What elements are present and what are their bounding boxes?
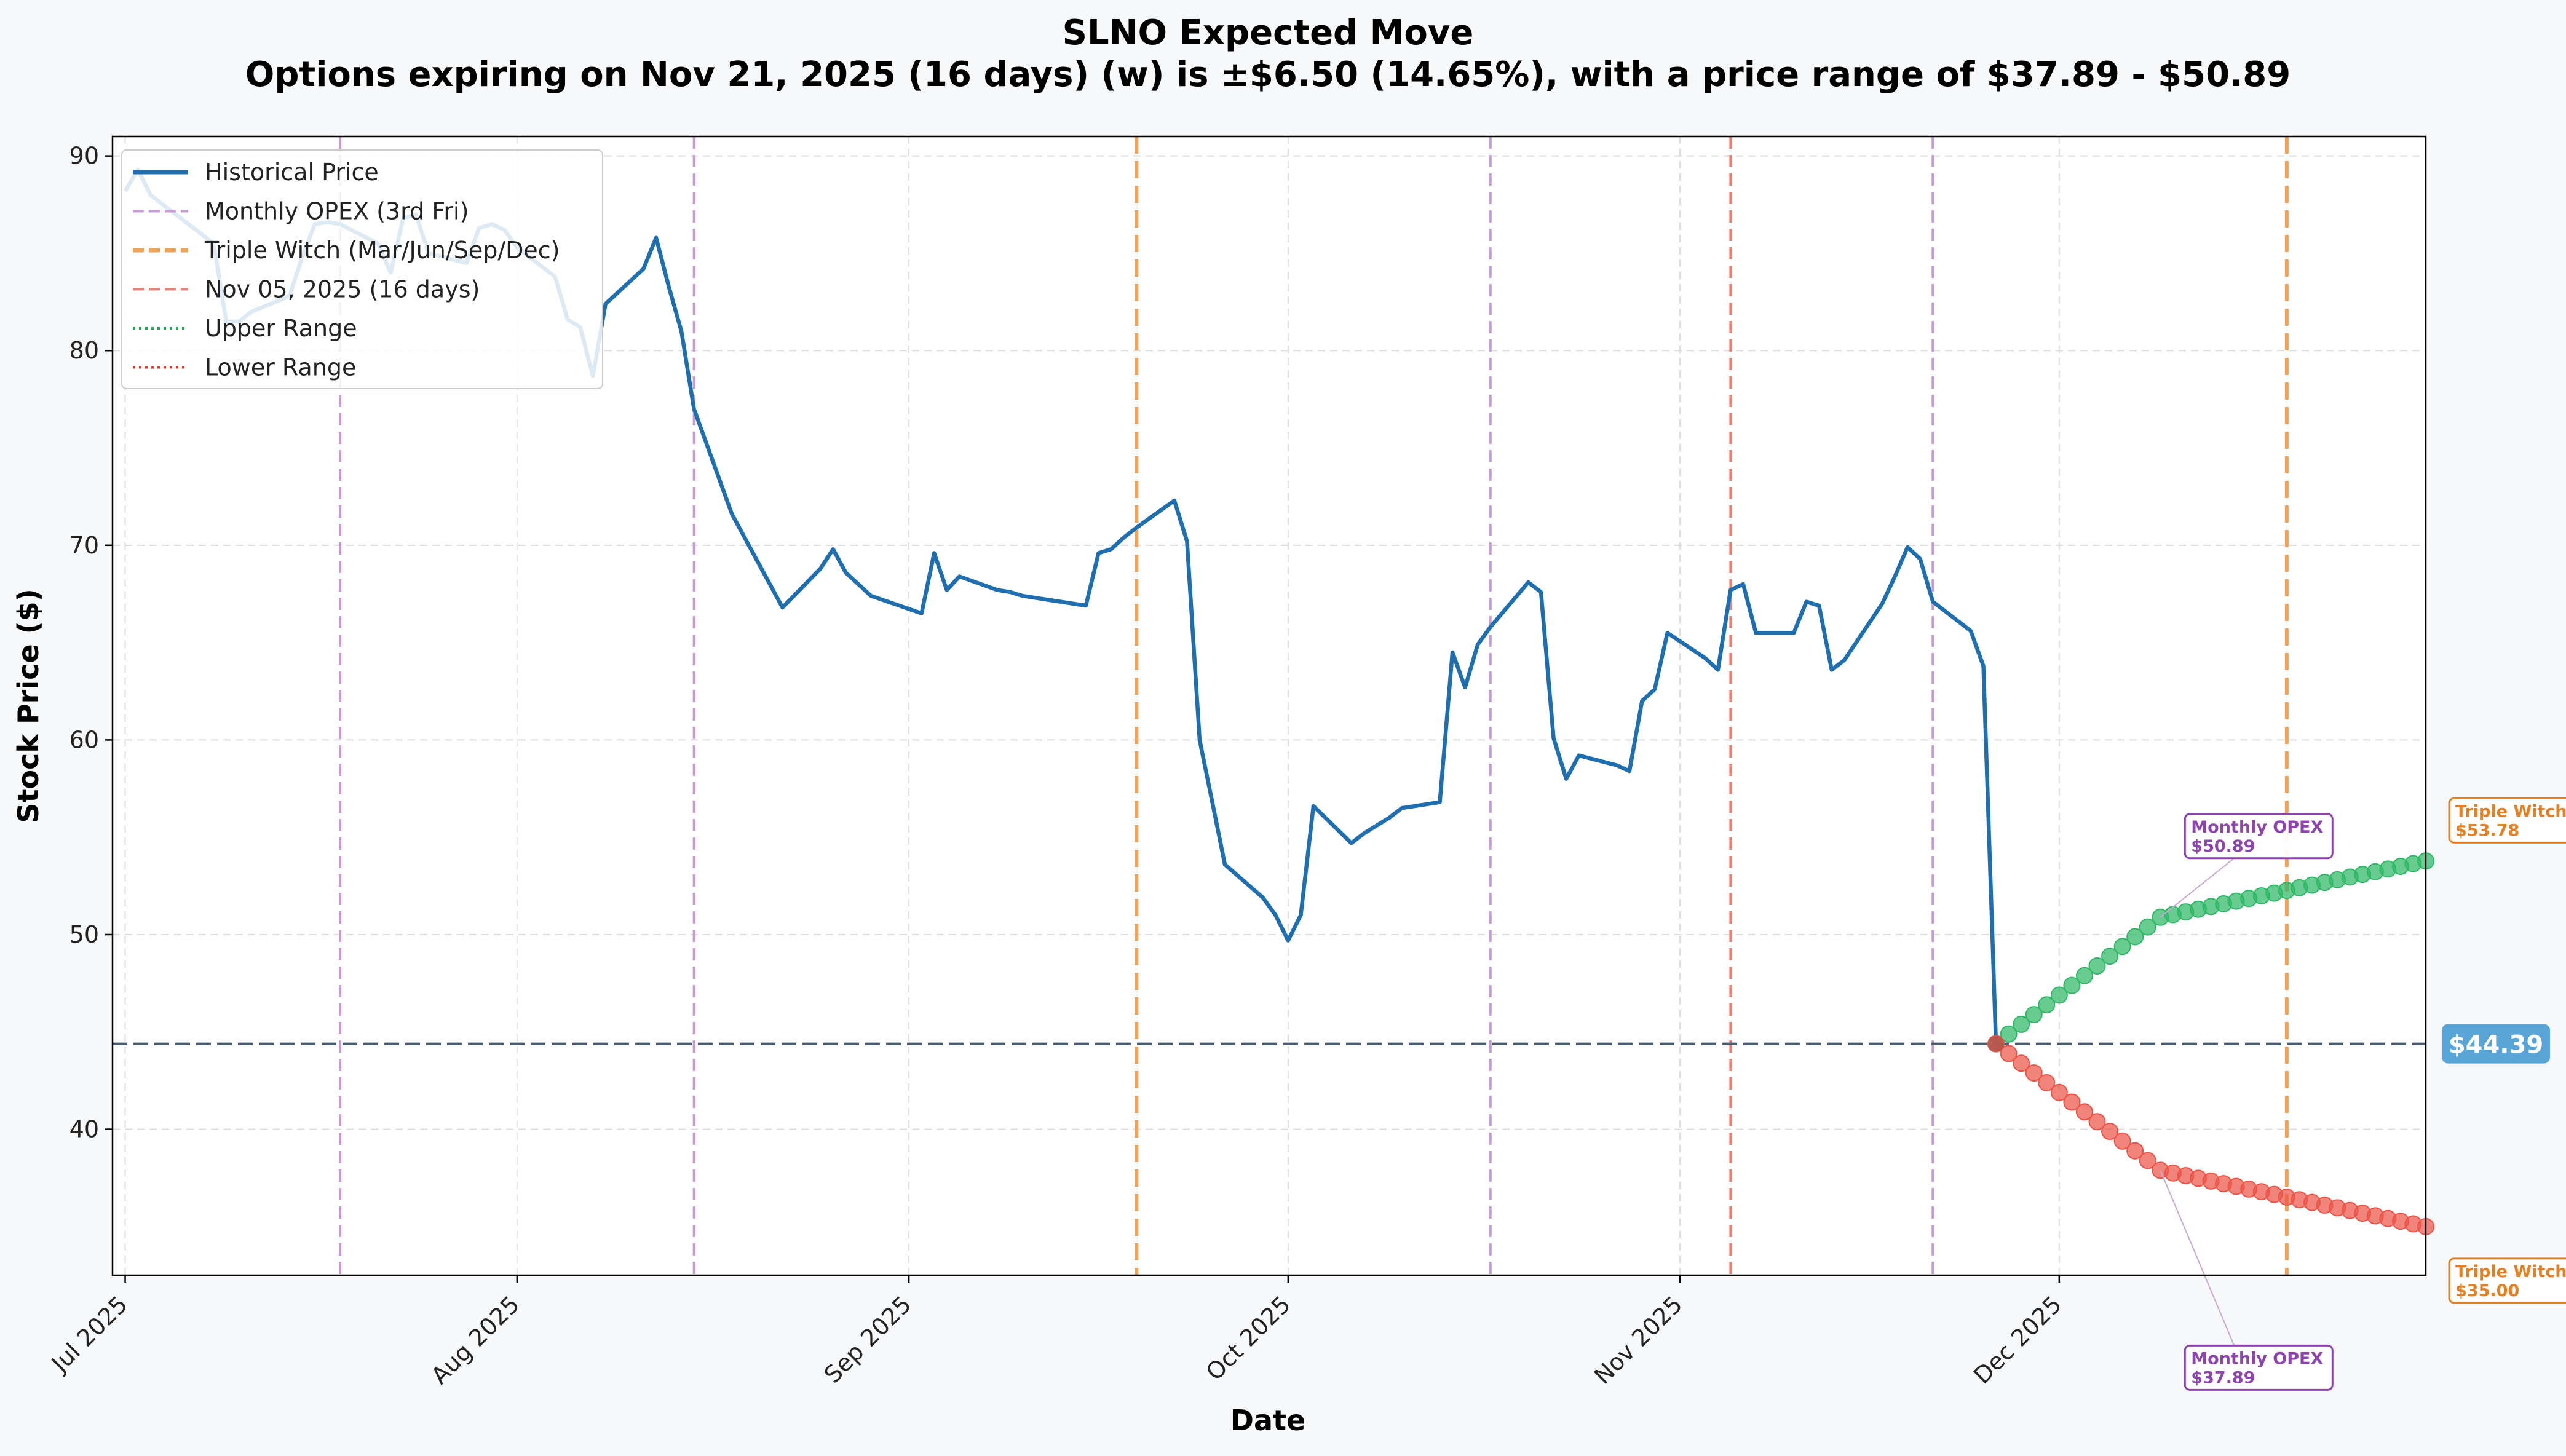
upper-range-dot [2063,976,2081,994]
annotation-leader [2160,858,2235,918]
annotation-box [2448,797,2566,844]
annotation-label: Triple Witch [2455,1262,2566,1281]
upper-range-dot [2101,948,2119,965]
lower-range-dot [2139,1152,2156,1169]
legend-entry: Triple Witch (Mar/Jun/Sep/Dec) [204,237,560,264]
x-tick-label: Aug 2025 [426,1291,525,1390]
lower-range-dot [2113,1132,2131,1150]
x-axis-title: Date [1230,1404,1305,1437]
y-axis-title: Stock Price ($) [12,588,45,823]
annotation-value: $50.89 [2191,837,2255,856]
lower-range-dot [2050,1083,2068,1101]
annotation-box [2448,1257,2566,1304]
upper-range-dot [2013,1015,2030,1033]
chart-title: SLNO Expected Move [1063,13,1474,53]
lower-range-dot [2101,1123,2119,1141]
upper-range-dot [2126,928,2144,946]
upper-range-dot [2025,1006,2043,1024]
legend-entry: Upper Range [205,315,357,342]
current-price-text: $44.39 [2449,1031,2543,1059]
legend-frame [121,149,603,389]
lower-range-dot [2063,1093,2081,1111]
legend: Historical Price Monthly OPEX (3rd Fri) Tr… [121,149,603,389]
plot-frame [111,135,2427,1276]
lower-range-dot [2038,1074,2056,1091]
y-axis-ticks: 40 50 60 70 80 90 [69,143,113,1143]
legend-entry: Historical Price [205,159,379,186]
y-tick-label: 70 [69,532,99,559]
x-tick-label: Dec 2025 [1968,1291,2067,1389]
x-tick-label: Sep 2025 [819,1291,917,1388]
annotation-label: Monthly OPEX [2191,1349,2323,1368]
chart-subtitle: Options expiring on Nov 21, 2025 (16 day… [245,55,2291,95]
x-tick-label: Nov 2025 [1589,1291,1687,1389]
y-tick-label: 40 [69,1116,99,1143]
upper-range-dot [2075,967,2093,984]
forecast-range [1987,852,2434,1235]
x-axis-ticks: Jul 2025 Aug 2025 Sep 2025 Oct 2025 Nov 2025… [46,1275,2067,1390]
lower-range-dot [2088,1113,2106,1131]
upper-range-dot [2000,1025,2018,1043]
current-price-label: $44.39 [2442,1024,2550,1064]
lower-range-dot [2000,1045,2018,1062]
y-tick-label: 90 [69,143,99,170]
y-tick-label: 80 [69,337,99,364]
x-tick-label: Jul 2025 [46,1291,133,1378]
y-tick-label: 60 [69,726,99,753]
y-tick-label: 50 [69,921,99,948]
annotation-value: $53.78 [2455,821,2519,840]
annotation-value: $35.00 [2455,1281,2519,1300]
annotation-value: $37.89 [2191,1368,2255,1387]
annotation-leader [2160,1169,2235,1346]
legend-entry: Nov 05, 2025 (16 days) [205,276,480,303]
lower-range-dot [2075,1103,2093,1121]
lower-range-dot [2126,1142,2144,1160]
annotation-box [2184,1344,2334,1391]
annotation-box [2184,813,2334,860]
annotation-label: Monthly OPEX [2191,818,2323,837]
legend-entry: Monthly OPEX (3rd Fri) [205,198,469,225]
upper-range-dot [2050,986,2068,1004]
legend-entry: Lower Range [205,354,356,381]
current-price-badge [2442,1024,2550,1064]
lower-range-dot [2025,1064,2043,1082]
forecast-start-dot [1988,1035,2005,1052]
lower-range-dot [2013,1054,2030,1072]
x-tick-label: Oct 2025 [1201,1291,1296,1386]
annotation-label: Triple Witch [2455,802,2566,821]
upper-range-dot [2088,957,2106,975]
upper-range-dot [2038,996,2056,1014]
upper-range-dot [2113,938,2131,956]
upper-range-dot [2139,918,2156,936]
